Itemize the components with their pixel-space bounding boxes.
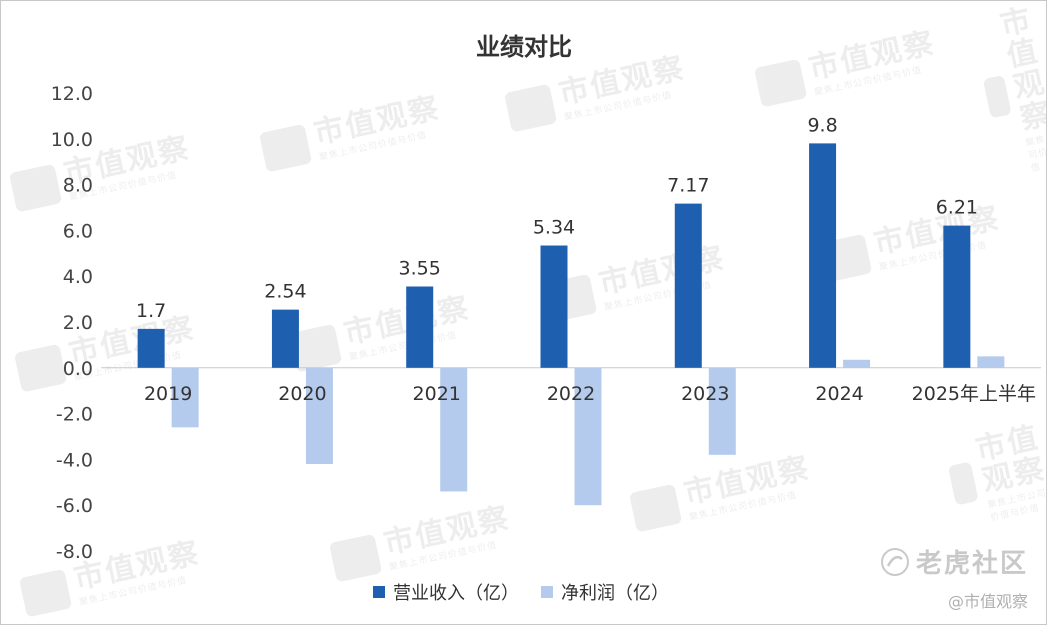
y-tick-label: -6.0: [56, 495, 93, 517]
revenue-data-label: 3.55: [399, 258, 441, 280]
y-tick-label: -4.0: [56, 449, 93, 471]
y-tick-label: 2.0: [63, 312, 93, 334]
y-tick-label: 8.0: [63, 175, 93, 197]
x-tick-label: 2024: [815, 383, 863, 405]
x-tick-label: 2023: [681, 383, 729, 405]
revenue-data-label: 9.8: [807, 114, 837, 136]
revenue-bar: [809, 143, 837, 368]
net-profit-bar: [977, 356, 1005, 368]
net-profit-bar: [305, 367, 333, 464]
y-tick-label: -8.0: [56, 541, 93, 563]
net-profit-bar: [708, 367, 736, 455]
revenue-data-label: 1.7: [136, 300, 166, 322]
author-handle: @市值观察: [947, 592, 1028, 611]
revenue-bar: [540, 245, 568, 368]
revenue-data-label: 5.34: [533, 217, 575, 239]
x-tick-label: 2022: [547, 383, 595, 405]
x-tick-label: 2020: [278, 383, 326, 405]
y-tick-label: 0.0: [63, 358, 93, 380]
legend-net-profit-label: 净利润（亿）: [561, 583, 669, 604]
revenue-bar: [406, 286, 434, 368]
legend-revenue-swatch: [373, 586, 385, 598]
revenue-bar: [674, 203, 702, 368]
chart-title: 业绩对比: [476, 33, 572, 61]
y-tick-label: 10.0: [51, 129, 93, 151]
net-profit-bar: [574, 367, 602, 506]
y-tick-label: 6.0: [63, 220, 93, 242]
y-tick-label: -2.0: [56, 404, 93, 426]
tiger-logo-icon: [880, 547, 909, 576]
revenue-data-label: 6.21: [936, 197, 978, 219]
revenue-bar: [943, 225, 971, 368]
revenue-data-label: 2.54: [264, 281, 306, 303]
tiger-community-brand: 老虎社区: [880, 543, 1028, 580]
net-profit-bar: [843, 359, 871, 368]
revenue-bar: [271, 309, 299, 368]
x-tick-label: 2019: [144, 383, 192, 405]
y-tick-label: 4.0: [63, 266, 93, 288]
revenue-data-label: 7.17: [667, 175, 709, 197]
tiger-community-name: 老虎社区: [915, 549, 1028, 579]
net-profit-bar: [171, 367, 199, 428]
legend-revenue-label: 营业收入（亿）: [393, 583, 519, 604]
x-tick-label: 2021: [413, 383, 461, 405]
net-profit-bar: [440, 367, 468, 492]
x-tick-label: 2025年上半年: [912, 383, 1036, 405]
revenue-bar: [137, 328, 165, 368]
legend-net-profit-swatch: [541, 586, 553, 598]
y-tick-label: 12.0: [51, 83, 93, 105]
